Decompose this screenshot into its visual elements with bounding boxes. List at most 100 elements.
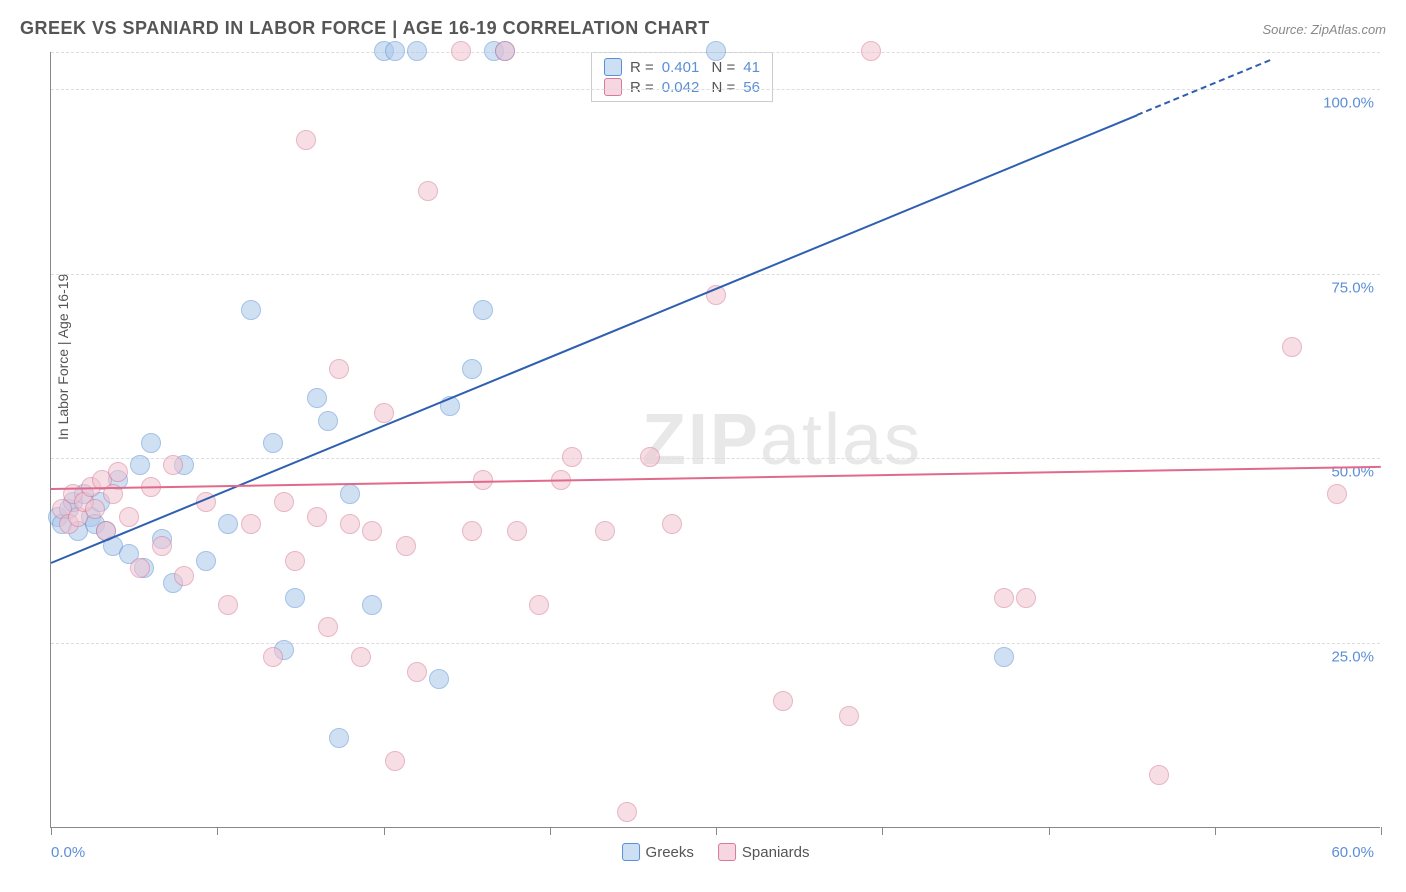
watermark: ZIPatlas: [642, 399, 922, 481]
scatter-point: [861, 41, 881, 61]
scatter-point: [241, 514, 261, 534]
correlation-chart: GREEK VS SPANIARD IN LABOR FORCE | AGE 1…: [0, 0, 1406, 892]
y-axis-label: In Labor Force | Age 16-19: [55, 273, 71, 439]
scatter-point: [706, 41, 726, 61]
x-tick: [1215, 827, 1216, 835]
stats-swatch-greeks: [604, 58, 622, 76]
x-axis-max-label: 60.0%: [1331, 844, 1374, 861]
scatter-point: [196, 551, 216, 571]
stats-n-label: N =: [707, 59, 735, 76]
y-tick-label: 75.0%: [1331, 279, 1374, 296]
x-tick: [716, 827, 717, 835]
chart-title: GREEK VS SPANIARD IN LABOR FORCE | AGE 1…: [20, 18, 710, 39]
scatter-point: [307, 507, 327, 527]
x-tick: [1381, 827, 1382, 835]
scatter-point: [773, 691, 793, 711]
x-tick: [882, 827, 883, 835]
scatter-point: [130, 558, 150, 578]
plot-area: In Labor Force | Age 16-19 ZIPatlas R = …: [50, 52, 1380, 828]
scatter-point: [994, 647, 1014, 667]
scatter-point: [241, 300, 261, 320]
legend-label-spaniards: Spaniards: [742, 844, 810, 861]
gridline: [51, 458, 1380, 459]
scatter-point: [562, 447, 582, 467]
scatter-point: [119, 507, 139, 527]
scatter-point: [362, 595, 382, 615]
scatter-point: [407, 41, 427, 61]
scatter-point: [263, 647, 283, 667]
scatter-point: [296, 130, 316, 150]
stats-n-label: N =: [707, 79, 735, 96]
stats-swatch-spaniards: [604, 78, 622, 96]
legend-label-greeks: Greeks: [646, 844, 694, 861]
scatter-point: [462, 521, 482, 541]
scatter-point: [595, 521, 615, 541]
scatter-point: [85, 499, 105, 519]
stats-row-spaniards: R = 0.042 N = 56: [604, 77, 760, 97]
scatter-point: [429, 669, 449, 689]
gridline: [51, 274, 1380, 275]
scatter-point: [1327, 484, 1347, 504]
legend: Greeks Spaniards: [622, 843, 810, 861]
scatter-point: [1149, 765, 1169, 785]
x-tick: [1049, 827, 1050, 835]
y-tick-label: 100.0%: [1323, 94, 1374, 111]
scatter-point: [407, 662, 427, 682]
x-tick: [384, 827, 385, 835]
scatter-point: [318, 617, 338, 637]
scatter-point: [307, 388, 327, 408]
scatter-point: [318, 411, 338, 431]
scatter-point: [329, 359, 349, 379]
legend-swatch-spaniards: [718, 843, 736, 861]
scatter-point: [218, 595, 238, 615]
scatter-point: [218, 514, 238, 534]
scatter-point: [462, 359, 482, 379]
scatter-point: [285, 588, 305, 608]
scatter-point: [141, 433, 161, 453]
scatter-point: [507, 521, 527, 541]
gridline: [51, 643, 1380, 644]
legend-item-spaniards: Spaniards: [718, 843, 810, 861]
scatter-point: [385, 751, 405, 771]
scatter-point: [662, 514, 682, 534]
scatter-point: [374, 403, 394, 423]
stats-r-value-greeks: 0.401: [662, 59, 700, 76]
trend-line: [51, 114, 1138, 564]
legend-swatch-greeks: [622, 843, 640, 861]
gridline: [51, 89, 1380, 90]
scatter-point: [174, 566, 194, 586]
scatter-point: [340, 484, 360, 504]
stats-n-value-greeks: 41: [743, 59, 760, 76]
y-tick-label: 25.0%: [1331, 649, 1374, 666]
scatter-point: [263, 433, 283, 453]
trend-line: [1137, 59, 1271, 116]
stats-n-value-spaniards: 56: [743, 79, 760, 96]
legend-item-greeks: Greeks: [622, 843, 694, 861]
stats-r-value-spaniards: 0.042: [662, 79, 700, 96]
scatter-point: [1016, 588, 1036, 608]
scatter-point: [495, 41, 515, 61]
source-label: Source: ZipAtlas.com: [1262, 22, 1386, 37]
stats-row-greeks: R = 0.401 N = 41: [604, 57, 760, 77]
scatter-point: [473, 300, 493, 320]
scatter-point: [152, 536, 172, 556]
x-tick: [550, 827, 551, 835]
scatter-point: [362, 521, 382, 541]
scatter-point: [529, 595, 549, 615]
scatter-point: [617, 802, 637, 822]
scatter-point: [130, 455, 150, 475]
scatter-point: [351, 647, 371, 667]
scatter-point: [1282, 337, 1302, 357]
scatter-point: [285, 551, 305, 571]
scatter-point: [839, 706, 859, 726]
scatter-point: [385, 41, 405, 61]
trend-line: [51, 466, 1381, 490]
scatter-point: [473, 470, 493, 490]
stats-box: R = 0.401 N = 41 R = 0.042 N = 56: [591, 52, 773, 102]
x-tick: [51, 827, 52, 835]
scatter-point: [994, 588, 1014, 608]
stats-r-label: R =: [630, 59, 654, 76]
stats-r-label: R =: [630, 79, 654, 96]
x-tick: [217, 827, 218, 835]
scatter-point: [640, 447, 660, 467]
